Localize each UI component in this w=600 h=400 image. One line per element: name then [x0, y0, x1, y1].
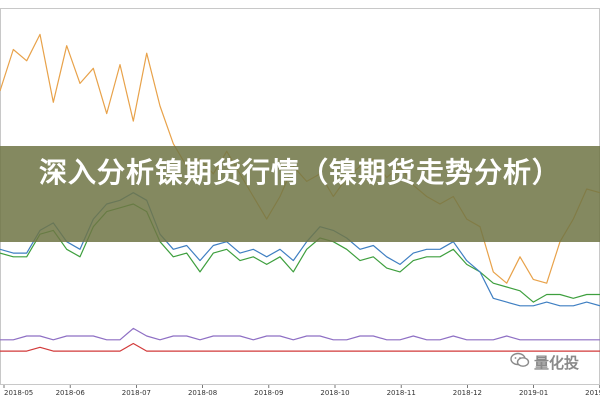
- x-tick-label: 2018-12: [453, 389, 482, 397]
- series-line-red: [0, 342, 600, 352]
- banner-title: 深入分析镍期货行情（镍期货走势分析）: [38, 156, 561, 189]
- series-line-purple: [0, 327, 600, 341]
- title-banner: [0, 146, 600, 242]
- x-tick-label: 2018-09: [254, 389, 283, 397]
- x-tick-label: 2018-10: [320, 389, 349, 397]
- x-axis: 2018-05 2018-06 2018-07 2018-08 2018-09 2018-…: [3, 385, 600, 397]
- x-tick-label: 2018-08: [188, 389, 217, 397]
- x-tick-label: 2019-02: [585, 389, 600, 397]
- watermark-text: 量化投: [534, 354, 580, 372]
- x-tick-label: 2018-11: [387, 389, 416, 397]
- wechat-icon: [510, 352, 530, 367]
- x-tick-label: 2019-01: [519, 389, 548, 397]
- x-tick-label: 2018-06: [56, 389, 86, 397]
- x-tick-label: 2018-05: [4, 389, 33, 397]
- x-tick-label: 2018-07: [122, 389, 151, 397]
